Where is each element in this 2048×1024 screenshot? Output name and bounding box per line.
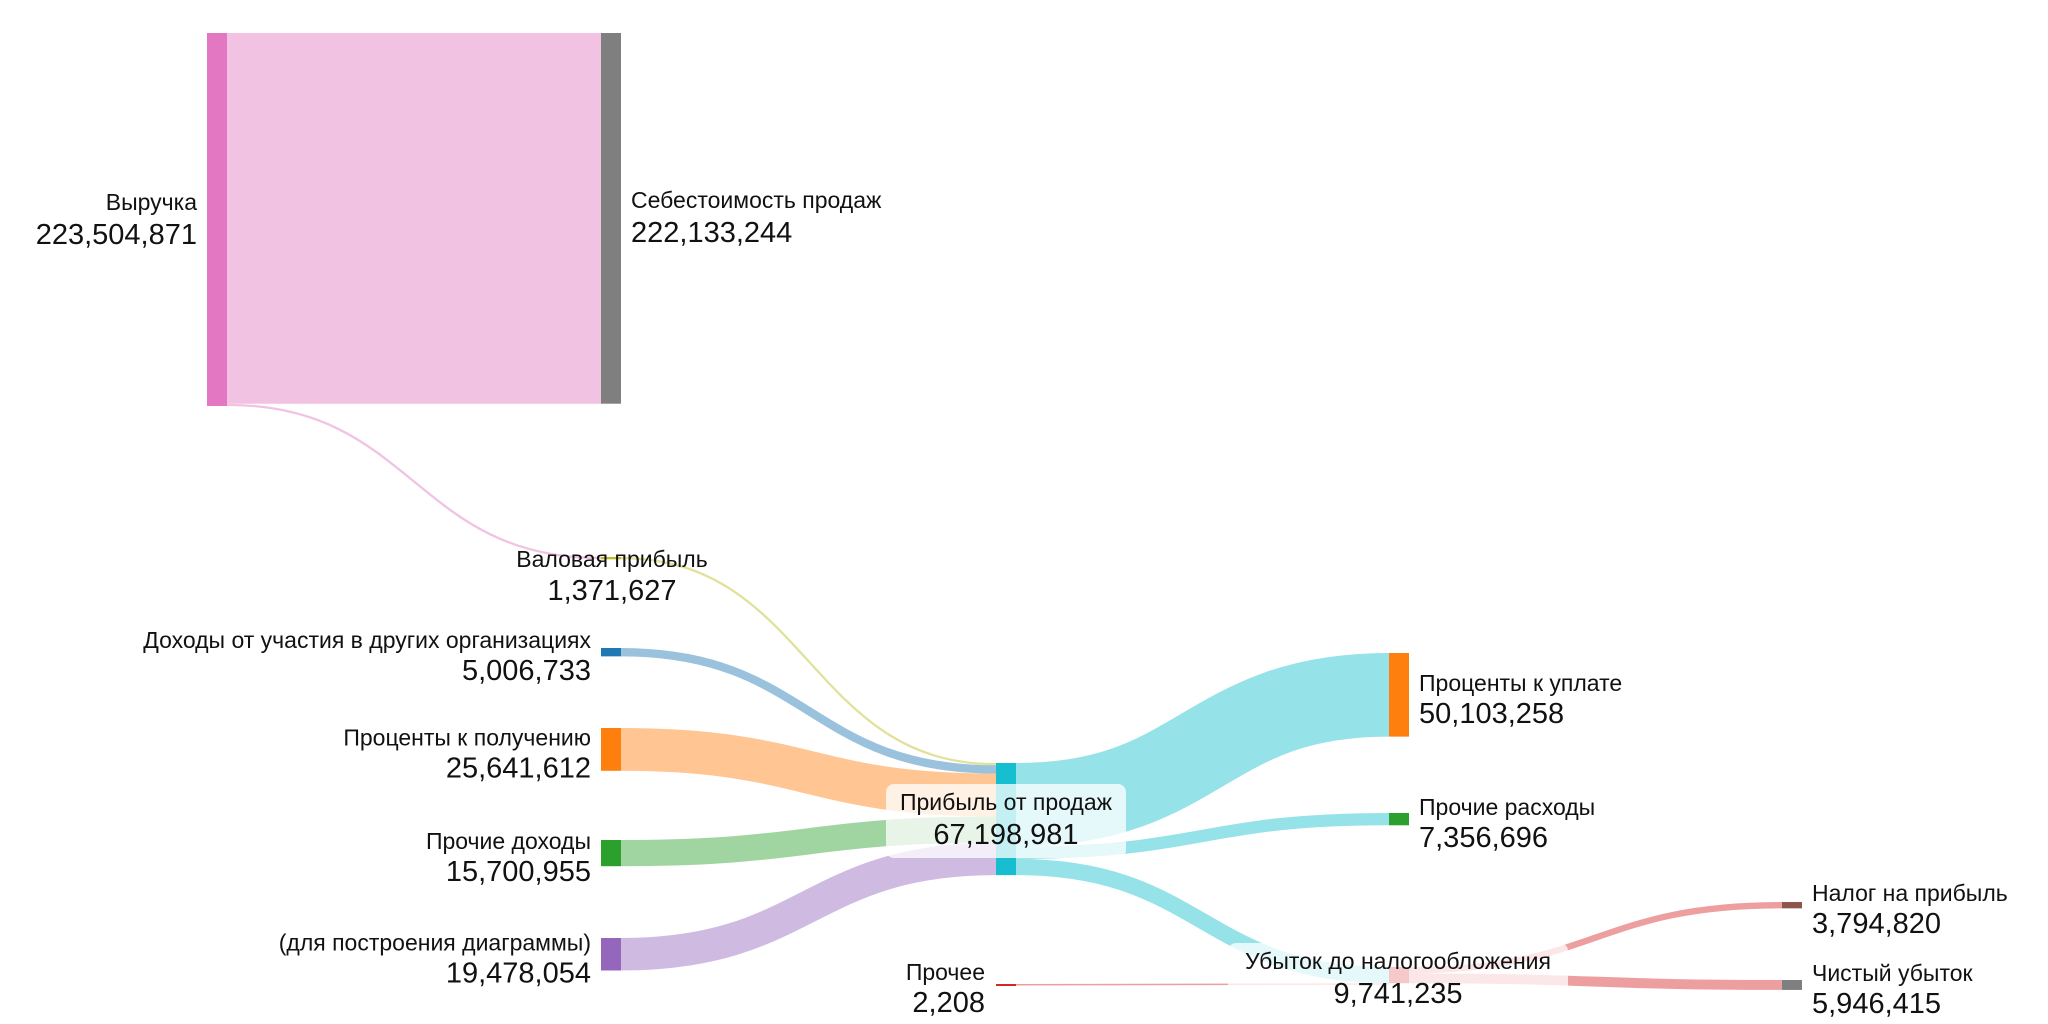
- label-value-other_exp: 7,356,696: [1419, 822, 1548, 854]
- label-op_profit: Прибыль от продаж 67,198,981: [886, 784, 1126, 858]
- label-value-other: 2,208: [912, 987, 985, 1019]
- node-revenue: [207, 33, 227, 406]
- label-value-participation: 5,006,733: [462, 655, 591, 687]
- label-name-revenue: Выручка: [106, 189, 197, 215]
- node-tax: [1782, 902, 1802, 909]
- link-balancing-to-op_profit: [620, 842, 997, 971]
- label-bg-op_profit: [886, 784, 1126, 858]
- label-name-other_exp: Прочие расходы: [1419, 794, 1595, 820]
- label-value-tax: 3,794,820: [1812, 908, 1941, 940]
- label-value-int_paid: 50,103,258: [1419, 698, 1564, 730]
- label-value-op_profit: 67,198,981: [933, 819, 1078, 851]
- label-value-net_loss: 5,946,415: [1812, 988, 1941, 1020]
- label-value-revenue: 223,504,871: [36, 219, 197, 251]
- link-gross-to-op_profit: [620, 557, 997, 766]
- label-name-int_income: Проценты к получению: [343, 724, 591, 750]
- label-participation: Доходы от участия в других организациях5…: [143, 627, 591, 687]
- label-name-participation: Доходы от участия в других организациях: [143, 627, 591, 653]
- label-revenue: Выручка 223,504,871: [36, 189, 197, 251]
- label-name-pretax_loss: Убыток до налогообложения: [1245, 948, 1551, 974]
- sankey-labels: Выручка 223,504,871 Себестоимость продаж 22…: [36, 187, 2008, 1020]
- link-participation-to-op_profit: [620, 648, 997, 774]
- label-name-balancing: (для построения диаграммы): [279, 929, 591, 955]
- label-name-op_profit: Прибыль от продаж: [900, 789, 1113, 815]
- node-participation: [601, 648, 621, 657]
- node-other: [996, 984, 1016, 986]
- label-value-int_income: 25,641,612: [446, 752, 591, 784]
- label-value-pretax_loss: 9,741,235: [1333, 978, 1462, 1010]
- node-gross: [601, 557, 621, 560]
- link-revenue-to-gross: [226, 403, 602, 560]
- label-name-other: Прочее: [906, 959, 985, 985]
- node-other_income: [601, 840, 621, 867]
- node-cogs: [601, 33, 621, 404]
- label-value-gross: 1,371,627: [547, 575, 676, 607]
- label-name-tax: Налог на прибыль: [1812, 880, 2008, 906]
- label-name-other_income: Прочие доходы: [426, 828, 591, 854]
- node-balancing: [601, 938, 621, 971]
- label-value-balancing: 19,478,054: [446, 957, 591, 989]
- node-net_loss: [1782, 980, 1802, 990]
- label-cogs: Себестоимость продаж 222,133,244: [631, 187, 882, 249]
- label-name-cogs: Себестоимость продаж: [631, 187, 882, 213]
- label-balancing: (для построения диаграммы)19,478,054: [279, 929, 591, 989]
- label-name-net_loss: Чистый убыток: [1812, 960, 1974, 986]
- label-pretax_loss: Убыток до налогообложения 9,741,235: [1228, 943, 1568, 1017]
- label-name-int_paid: Проценты к уплате: [1419, 670, 1622, 696]
- label-bg-pretax_loss: [1228, 943, 1568, 1017]
- node-int_paid: [1389, 653, 1409, 737]
- label-value-other_income: 15,700,955: [446, 856, 591, 888]
- label-name-gross: Валовая прибыль: [516, 546, 707, 572]
- label-value-cogs: 222,133,244: [631, 217, 792, 249]
- label-gross: Валовая прибыль 1,371,627: [516, 546, 707, 607]
- node-int_income: [601, 728, 621, 771]
- node-other_exp: [1389, 813, 1409, 826]
